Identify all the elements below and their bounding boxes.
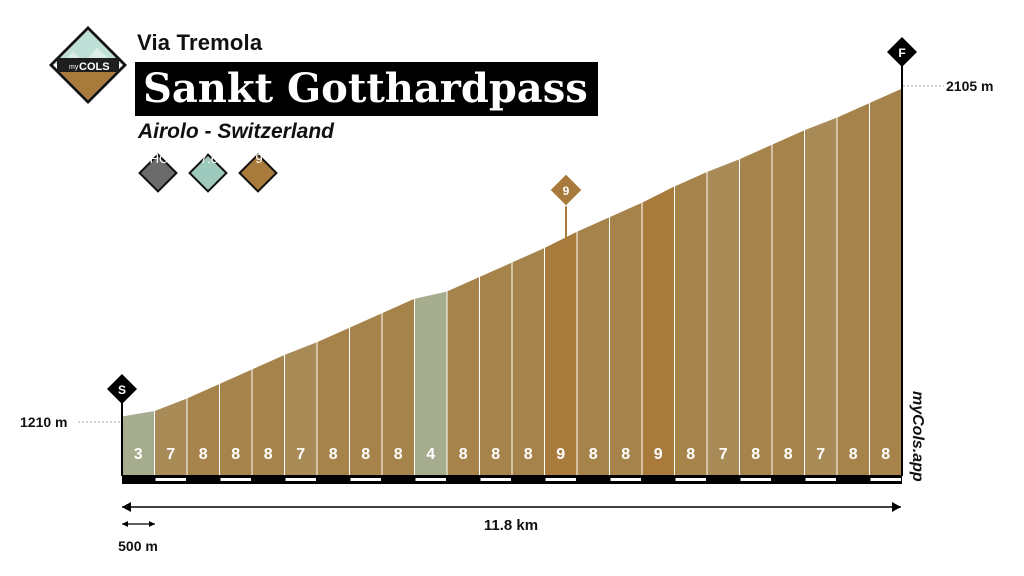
logo-my-text: my	[69, 64, 79, 71]
profile-segment	[674, 170, 708, 477]
segment-gradient-label: 8	[881, 446, 890, 463]
scale-bar-block	[675, 478, 706, 481]
watermark: myCols.app	[909, 391, 926, 482]
peak-gradient-diamond	[549, 173, 583, 207]
segment-gradient-label: 3	[134, 446, 143, 463]
segment-gradient-label: 7	[816, 446, 825, 463]
category-badge-label: HC	[149, 151, 169, 166]
scale-bar-block	[545, 478, 576, 481]
segment-gradient-label: 8	[394, 446, 403, 463]
segment-gradient-label: 9	[654, 446, 663, 463]
segment-gradient-label: 7	[166, 446, 175, 463]
total-distance-label: 11.8 km	[484, 517, 538, 534]
profile-segment	[479, 261, 513, 477]
profile-segment	[771, 128, 805, 477]
profile-segment	[641, 185, 675, 477]
scale-bar-block	[480, 478, 511, 481]
peak-gradient-label: 9	[563, 184, 570, 198]
finish-elevation-label: 2105 m	[946, 78, 993, 94]
segment-gradient-label: 8	[361, 446, 370, 463]
segment-gradient-label: 8	[524, 446, 533, 463]
profile-segment	[121, 409, 155, 477]
profile-segment	[706, 157, 740, 477]
segment-scale-arrow-right	[149, 521, 155, 527]
start-marker-diamond	[107, 374, 137, 404]
scale-bar-block	[350, 478, 381, 481]
scale-bar-block	[805, 478, 836, 481]
category-badge: HC	[136, 151, 182, 197]
segment-gradient-label: 8	[751, 446, 760, 463]
start-marker-label: S	[118, 383, 126, 397]
segment-gradient-label: 8	[491, 446, 500, 463]
segment-gradient-label: 8	[784, 446, 793, 463]
start-elevation-label: 1210 m	[20, 414, 67, 430]
segment-gradient-label: 8	[589, 446, 598, 463]
max-gradient-badge-label: 9	[255, 151, 263, 166]
pass-location: Airolo - Switzerland	[138, 120, 335, 143]
scale-bar-block	[155, 478, 186, 481]
finish-marker-label: F	[898, 46, 905, 60]
segment-gradient-label: 8	[849, 446, 858, 463]
profile-segment	[739, 143, 773, 477]
profile-segments: 3 7 8 8 8 7 8 8 8 4 8 8 8 9 8 8 9 8 7 8 8 7 8 8	[121, 87, 903, 477]
scale-bar-block	[610, 478, 641, 481]
scale-bar-block	[870, 478, 901, 481]
scale-bar-block	[285, 478, 316, 481]
profile-segment	[576, 215, 610, 477]
difficulty-badge: 7.6	[186, 151, 232, 197]
scale-bar-frame	[122, 475, 902, 484]
segment-gradient-label: 9	[556, 446, 565, 463]
segment-scale-arrow-left	[122, 521, 128, 527]
profile-segment	[869, 87, 903, 477]
finish-marker-diamond	[887, 37, 917, 67]
mycols-logo: my COLS	[49, 26, 127, 104]
total-distance-arrow-left	[122, 502, 131, 512]
profile-segment	[511, 246, 545, 477]
distance-scale-bar	[122, 475, 902, 484]
total-distance-arrow-right	[892, 502, 901, 512]
segment-gradient-label: 7	[296, 446, 305, 463]
route-subtitle: Via Tremola	[137, 30, 263, 55]
segment-gradient-label: 8	[264, 446, 273, 463]
segment-gradient-label: 8	[329, 446, 338, 463]
segment-gradient-label: 7	[719, 446, 728, 463]
profile-segment	[609, 201, 643, 477]
segment-gradient-label: 8	[621, 446, 630, 463]
max-gradient-badge: 9	[236, 151, 282, 197]
segment-gradient-label: 8	[686, 446, 695, 463]
scale-bar-block	[415, 478, 446, 481]
profile-segment	[544, 230, 578, 477]
segment-gradient-label: 8	[231, 446, 240, 463]
scale-bar-block	[740, 478, 771, 481]
difficulty-badge-label: 7.6	[199, 151, 219, 166]
segment-gradient-label: 8	[459, 446, 468, 463]
segment-gradient-label: 8	[199, 446, 208, 463]
profile-segment	[154, 397, 188, 477]
difficulty-badges: HC 7.6 9	[136, 151, 296, 197]
scale-bar-block	[220, 478, 251, 481]
profile-segment	[804, 116, 838, 477]
segment-scale-label: 500 m	[118, 538, 158, 554]
segment-gradient-label: 4	[426, 446, 435, 463]
logo-cols-text: COLS	[79, 61, 110, 73]
pass-title: Sankt Gotthardpass	[135, 62, 598, 116]
profile-segment	[836, 101, 870, 477]
